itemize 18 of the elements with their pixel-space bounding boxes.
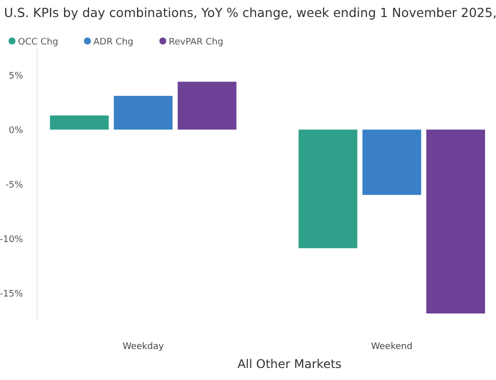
x-axis-title: All Other Markets <box>237 357 342 371</box>
bar <box>362 130 422 195</box>
y-tick-label: 5% <box>8 72 24 82</box>
bar <box>298 130 358 248</box>
bar <box>426 130 486 314</box>
bar <box>178 82 236 130</box>
chart-title: U.S. KPIs by day combinations, YoY % change, week ending 1 November 2025, <box>4 5 496 20</box>
bar <box>114 96 173 130</box>
y-tick-label: 0% <box>8 126 24 136</box>
y-tick-label: -10% <box>0 234 24 245</box>
x-tick-label: Weekday <box>122 342 164 352</box>
bar <box>50 115 109 130</box>
y-tick-label: -5% <box>5 180 24 190</box>
legend-label: ADR Chg <box>93 38 134 48</box>
legend-label: RevPAR Chg <box>168 38 224 48</box>
legend-label: OCC Chg <box>18 38 58 48</box>
x-tick-label: Weekend <box>371 342 412 352</box>
y-tick-label: -15% <box>0 289 24 300</box>
